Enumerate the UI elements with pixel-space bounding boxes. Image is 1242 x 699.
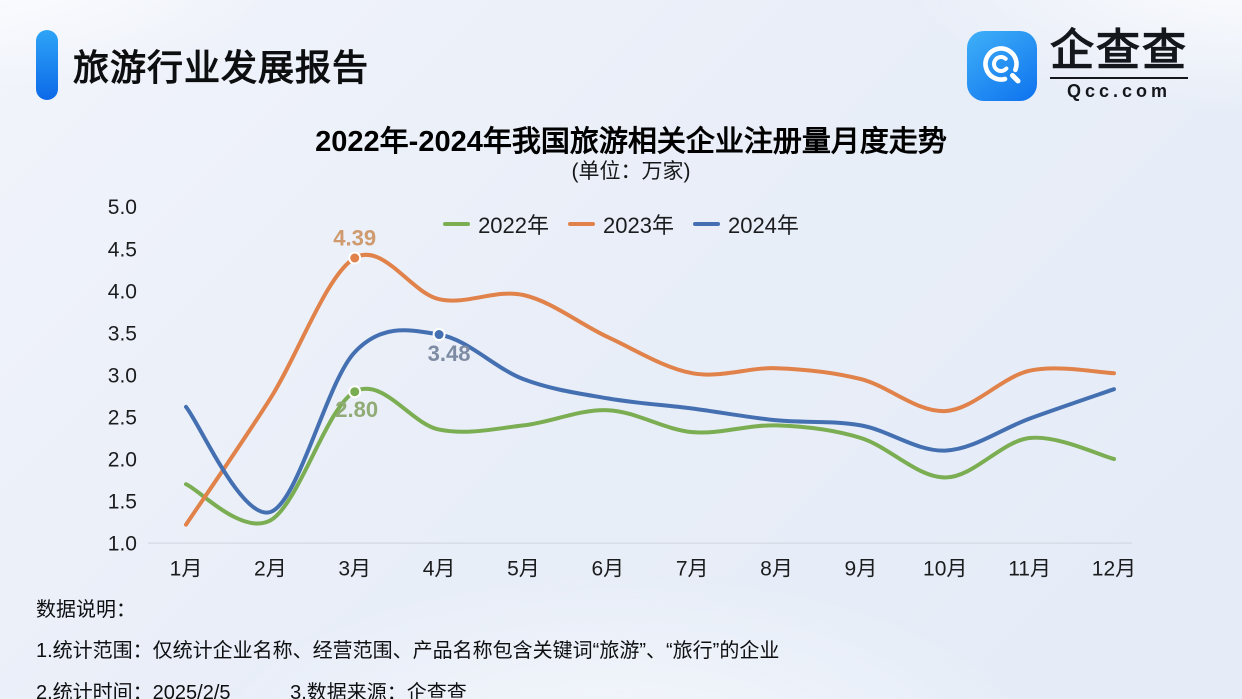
chart-subtitle: (单位：万家) xyxy=(571,160,691,183)
point-marker-2022年 xyxy=(348,385,362,399)
footer-notes: 数据说明： 1.统计范围：仅统计企业名称、经营范围、产品名称包含关键词“旅游”、… xyxy=(36,593,779,699)
data-label-2023年: 4.39 xyxy=(333,226,376,251)
x-tick-label: 7月 xyxy=(676,558,709,581)
data-label-2024年: 3.48 xyxy=(428,341,471,366)
x-tick-label: 6月 xyxy=(591,558,624,581)
y-tick-label: 3.0 xyxy=(108,364,137,387)
qcc-magnifier-icon xyxy=(967,30,1037,101)
y-tick-label: 4.5 xyxy=(108,238,137,261)
line-2023年 xyxy=(184,253,1116,527)
legend-item-2022年[interactable]: 2022年 xyxy=(443,208,549,240)
chart-legend: 2022年 2023年 2024年 xyxy=(0,208,1242,240)
brand-name: 企查查 xyxy=(1050,26,1188,75)
y-tick-label: 1.0 xyxy=(108,533,137,556)
y-tick-label: 4.0 xyxy=(108,280,137,303)
x-tick-label: 11月 xyxy=(1008,558,1051,581)
legend-item-2023年[interactable]: 2023年 xyxy=(568,208,674,240)
legend-swatch-icon xyxy=(568,221,596,227)
y-tick-label: 2.5 xyxy=(108,406,137,429)
x-tick-label: 12月 xyxy=(1092,558,1136,581)
footer-note-source: 3.数据来源：企查查 xyxy=(290,682,467,699)
title-accent-bar xyxy=(36,30,58,100)
legend-swatch-icon xyxy=(443,221,471,227)
x-tick-label: 4月 xyxy=(423,558,456,581)
data-label-2022年: 2.80 xyxy=(335,397,378,422)
legend-label: 2023年 xyxy=(603,213,674,238)
x-tick-label: 2月 xyxy=(254,558,287,581)
report-header: 旅游行业发展报告 xyxy=(36,30,369,100)
legend-label: 2024年 xyxy=(727,213,799,238)
x-tick-label: 3月 xyxy=(338,558,371,581)
footer-note-scope: 1.统计范围：仅统计企业名称、经营范围、产品名称包含关键词“旅游”、“旅行”的企… xyxy=(36,640,780,662)
line-2024年 xyxy=(184,328,1116,515)
brand-domain: Qcc.com xyxy=(1050,77,1188,102)
legend-item-2024年[interactable]: 2024年 xyxy=(692,208,799,240)
y-tick-label: 2.0 xyxy=(108,449,137,472)
footer-heading: 数据说明： xyxy=(36,599,136,621)
legend-swatch-icon xyxy=(692,221,720,227)
footer-note-meta: 2.统计时间：2025/2/5 3.数据来源：企查查 xyxy=(36,676,779,699)
x-tick-label: 5月 xyxy=(507,558,540,581)
x-tick-label: 1月 xyxy=(170,558,203,581)
x-tick-label: 9月 xyxy=(845,558,878,581)
footer-note-time: 2.统计时间：2025/2/5 xyxy=(36,682,231,699)
point-marker-2023年 xyxy=(348,251,362,265)
y-tick-label: 1.5 xyxy=(108,491,137,514)
y-tick-label: 3.5 xyxy=(108,322,137,345)
x-tick-label: 8月 xyxy=(760,558,793,581)
qcc-brand-logo: 企查查 Qcc.com xyxy=(967,29,1188,102)
report-title: 旅游行业发展报告 xyxy=(73,47,370,88)
chart-title: 2022年-2024年我国旅游相关企业注册量月度走势 xyxy=(315,126,947,158)
line-2022年 xyxy=(184,387,1116,526)
y-tick-label: 5.0 xyxy=(108,196,137,219)
legend-label: 2022年 xyxy=(478,213,550,238)
point-marker-2024年 xyxy=(432,328,446,342)
brand-text: 企查查 Qcc.com xyxy=(1050,29,1188,102)
x-tick-label: 10月 xyxy=(923,558,967,581)
